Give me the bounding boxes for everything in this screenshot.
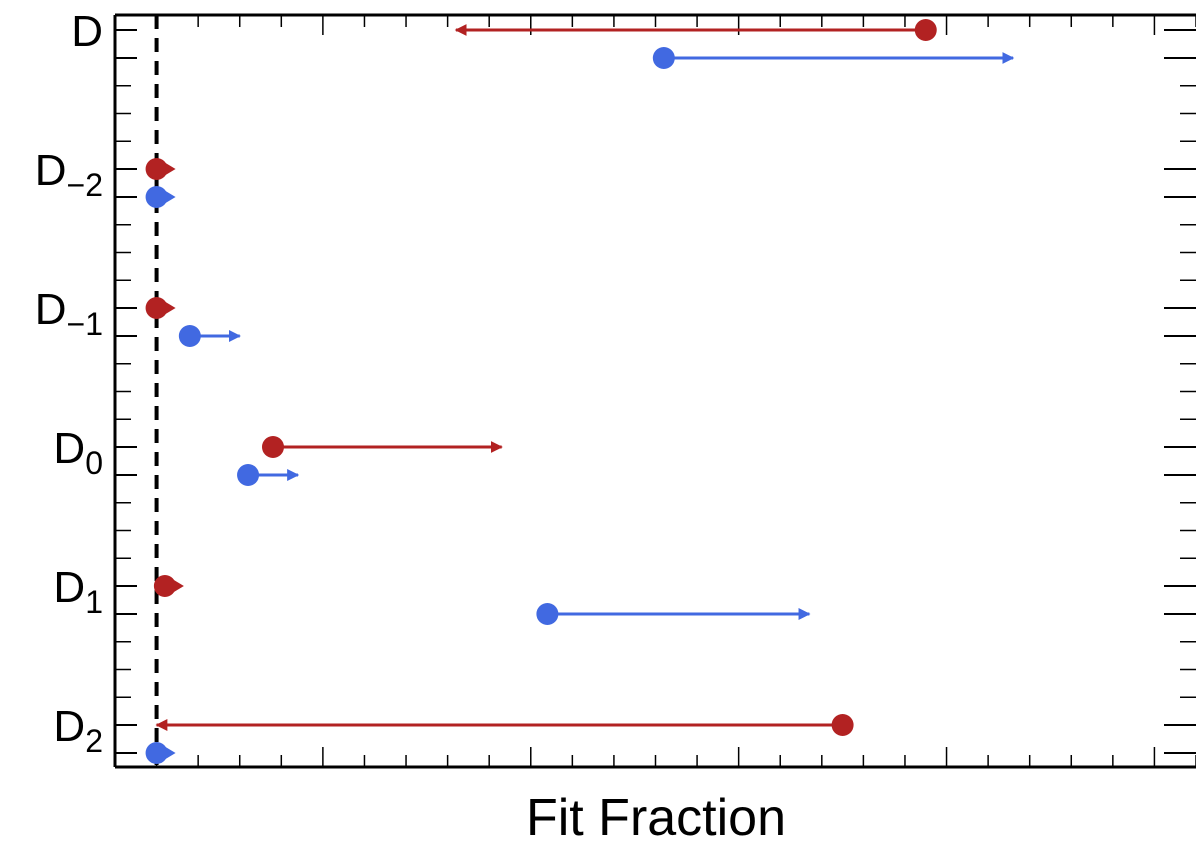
data-point <box>178 325 201 347</box>
y-tick-label: D1 <box>53 563 103 620</box>
plot-frame <box>113 13 1196 769</box>
data-point <box>652 47 675 69</box>
y-tick-labels: D D−2 D−1 D0 D1 D2 <box>35 7 103 759</box>
data-point <box>914 19 937 41</box>
x-axis-label: Fit Fraction <box>526 789 786 846</box>
data-point <box>831 714 854 736</box>
y-tick-label: D−1 <box>35 285 103 342</box>
data-point <box>145 158 168 180</box>
data-point <box>145 742 168 764</box>
data-point <box>145 186 168 208</box>
y-tick-label: D−2 <box>35 146 103 203</box>
data-marks <box>145 19 1015 764</box>
data-point <box>237 464 260 486</box>
axis-ticks <box>114 15 1196 767</box>
data-point <box>261 436 284 458</box>
y-tick-label: D0 <box>53 424 103 481</box>
y-tick-label: D2 <box>53 702 103 759</box>
data-point <box>145 297 168 319</box>
data-point <box>536 603 559 625</box>
y-tick-label: D <box>71 7 103 56</box>
data-point <box>153 575 176 597</box>
